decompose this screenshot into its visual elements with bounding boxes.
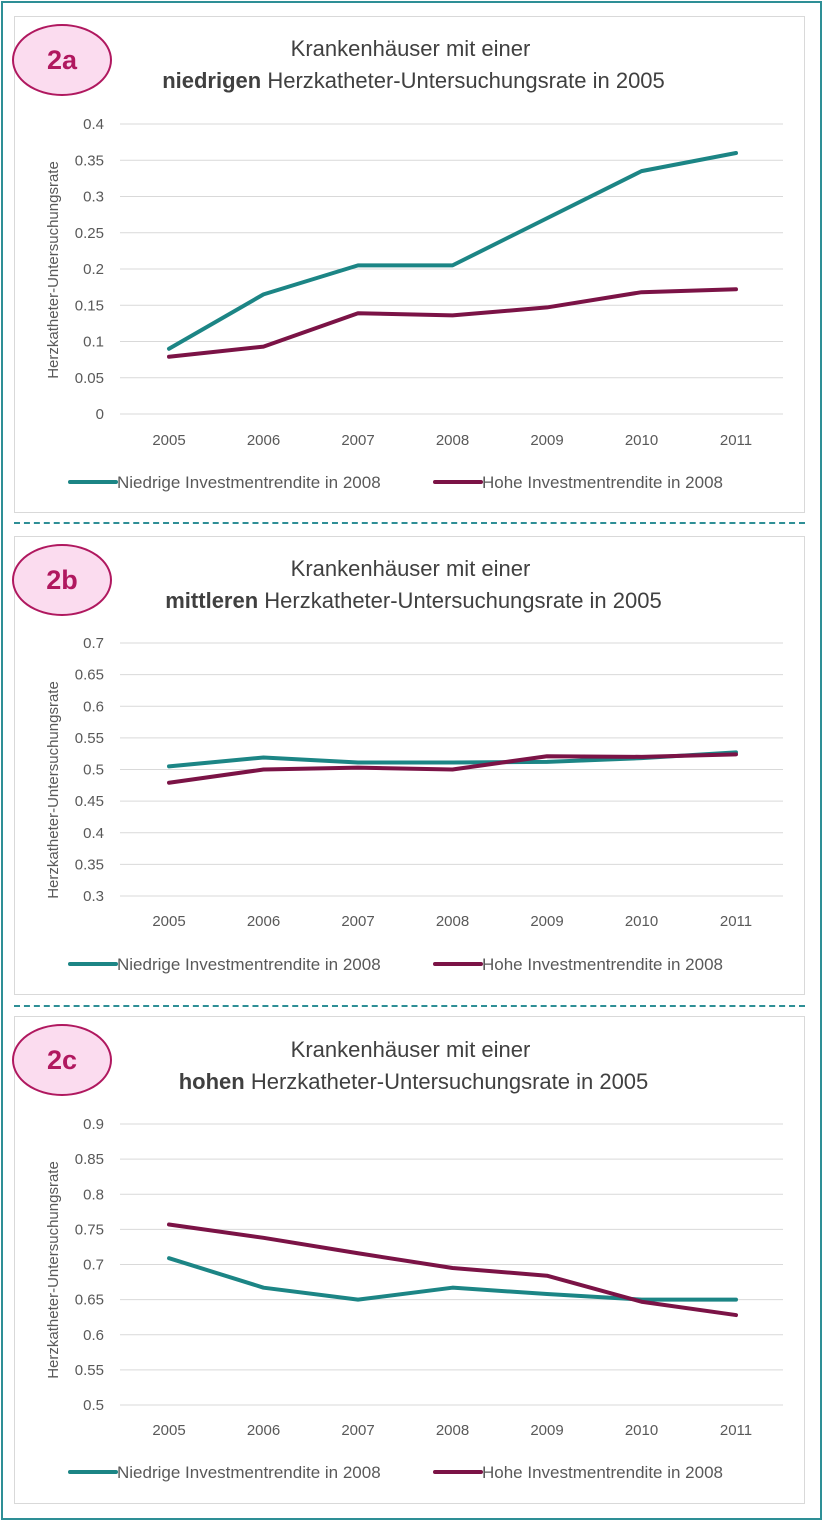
- y-tick-label: 0.4: [83, 116, 104, 133]
- title-bold: hohen: [178, 1069, 245, 1094]
- dashed-divider: [14, 1005, 805, 1007]
- legend-label: Hohe Investmentrendite in 2008: [482, 955, 723, 974]
- x-tick-label: 2005: [152, 1422, 185, 1439]
- y-tick-label: 0.15: [75, 297, 104, 314]
- y-tick-label: 0.9: [83, 1116, 104, 1133]
- x-tick-label: 2005: [152, 913, 185, 930]
- y-tick-label: 0.35: [75, 856, 104, 873]
- y-axis-label: Herzkatheter-Untersuchungsrate: [45, 681, 62, 899]
- title-line-1: Krankenhäuser mit einer: [290, 36, 531, 61]
- y-tick-label: 0.1: [83, 334, 104, 351]
- y-tick-label: 0.55: [75, 1362, 104, 1379]
- y-tick-label: 0.55: [75, 730, 104, 747]
- y-tick-label: 0.05: [75, 370, 104, 387]
- x-tick-label: 2007: [341, 913, 374, 930]
- badge-2b: 2b: [12, 544, 112, 616]
- title-bold: niedrigen: [162, 68, 262, 93]
- series-line-hohe: [167, 287, 738, 359]
- y-axis-label: Herzkatheter-Untersuchungsrate: [45, 161, 62, 379]
- legend-label: Niedrige Investmentrendite in 2008: [117, 955, 381, 974]
- x-tick-label: 2008: [436, 913, 469, 930]
- y-axis-label: Herzkatheter-Untersuchungsrate: [45, 1161, 62, 1379]
- x-tick-label: 2011: [720, 432, 752, 449]
- series-line-niedrige: [167, 1256, 738, 1302]
- chart-2b: 0.3 0.35 0.4 0.45 0.5 0.55 0.6 0.65 0.7 2005 2006 2…: [45, 635, 783, 974]
- x-tick-label: 2009: [530, 1422, 563, 1439]
- title-rest: Herzkatheter-Untersuchungsrate in 2005: [244, 1069, 649, 1094]
- x-tick-label: 2008: [436, 1422, 469, 1439]
- series-line-niedrige: [167, 750, 738, 769]
- x-tick-label: 2007: [341, 1422, 374, 1439]
- x-tick-label: 2009: [530, 432, 563, 449]
- badge-2c: 2c: [12, 1024, 112, 1096]
- series-line-hohe: [167, 752, 738, 785]
- y-tick-label: 0.65: [75, 1292, 104, 1309]
- legend-label: Niedrige Investmentrendite in 2008: [117, 473, 381, 492]
- panel-2a: [14, 16, 805, 513]
- x-tick-label: 2011: [720, 913, 752, 930]
- x-tick-label: 2010: [625, 913, 658, 930]
- title-line-1: Krankenhäuser mit einer: [290, 1037, 531, 1062]
- title-bold: mittleren: [165, 588, 259, 613]
- x-tick-label: 2005: [152, 432, 185, 449]
- x-tick-label: 2010: [625, 432, 658, 449]
- y-tick-label: 0.5: [83, 1397, 104, 1414]
- panel-title-2a: Krankenhäuser mit einer niedrigen Herzka…: [0, 33, 827, 97]
- panel-title-2b: Krankenhäuser mit einer mittleren Herzka…: [0, 553, 827, 617]
- title-line-2: hohen Herzkatheter-Untersuchungsrate in …: [0, 1066, 827, 1098]
- y-tick-label: 0.4: [83, 825, 104, 842]
- y-tick-label: 0.45: [75, 793, 104, 810]
- panel-title-2c: Krankenhäuser mit einer hohen Herzkathet…: [0, 1034, 827, 1098]
- title-line-1: Krankenhäuser mit einer: [290, 556, 531, 581]
- x-tick-label: 2006: [247, 432, 280, 449]
- y-tick-label: 0.6: [83, 1327, 104, 1344]
- x-tick-label: 2006: [247, 1422, 280, 1439]
- x-tick-label: 2007: [341, 432, 374, 449]
- x-tick-label: 2010: [625, 1422, 658, 1439]
- x-tick-label: 2009: [530, 913, 563, 930]
- y-tick-label: 0.75: [75, 1221, 104, 1238]
- y-tick-label: 0.2: [83, 261, 104, 278]
- title-line-2: niedrigen Herzkatheter-Untersuchungsrate…: [0, 65, 827, 97]
- title-line-2: mittleren Herzkatheter-Untersuchungsrate…: [0, 585, 827, 617]
- y-tick-label: 0.3: [83, 189, 104, 206]
- x-tick-label: 2008: [436, 432, 469, 449]
- chart-2a: 0 0.05 0.1 0.15 0.2 0.25 0.3 0.35 0.4 2005 2006 200…: [45, 116, 783, 492]
- y-tick-label: 0.7: [83, 635, 104, 652]
- y-tick-label: 0.85: [75, 1151, 104, 1168]
- y-tick-label: 0: [96, 406, 104, 423]
- y-tick-label: 0.6: [83, 698, 104, 715]
- y-tick-label: 0.8: [83, 1186, 104, 1203]
- y-tick-label: 0.5: [83, 762, 104, 779]
- panel-2b: [14, 536, 805, 995]
- y-tick-label: 0.3: [83, 888, 104, 905]
- series-line-niedrige: [167, 151, 738, 351]
- x-tick-label: 2011: [720, 1422, 752, 1439]
- legend-label: Niedrige Investmentrendite in 2008: [117, 1463, 381, 1482]
- legend-label: Hohe Investmentrendite in 2008: [482, 1463, 723, 1482]
- y-tick-label: 0.25: [75, 225, 104, 242]
- y-tick-label: 0.35: [75, 152, 104, 169]
- badge-2a: 2a: [12, 24, 112, 96]
- dashed-divider: [14, 522, 805, 524]
- legend-label: Hohe Investmentrendite in 2008: [482, 473, 723, 492]
- chart-2c: 0.5 0.55 0.6 0.65 0.7 0.75 0.8 0.85 0.9 2005 2006 2…: [45, 1116, 783, 1482]
- title-rest: Herzkatheter-Untersuchungsrate in 2005: [258, 588, 662, 613]
- title-rest: Herzkatheter-Untersuchungsrate in 2005: [261, 68, 665, 93]
- y-tick-label: 0.7: [83, 1257, 104, 1274]
- y-tick-label: 0.65: [75, 667, 104, 684]
- series-line-hohe: [167, 1222, 738, 1318]
- x-tick-label: 2006: [247, 913, 280, 930]
